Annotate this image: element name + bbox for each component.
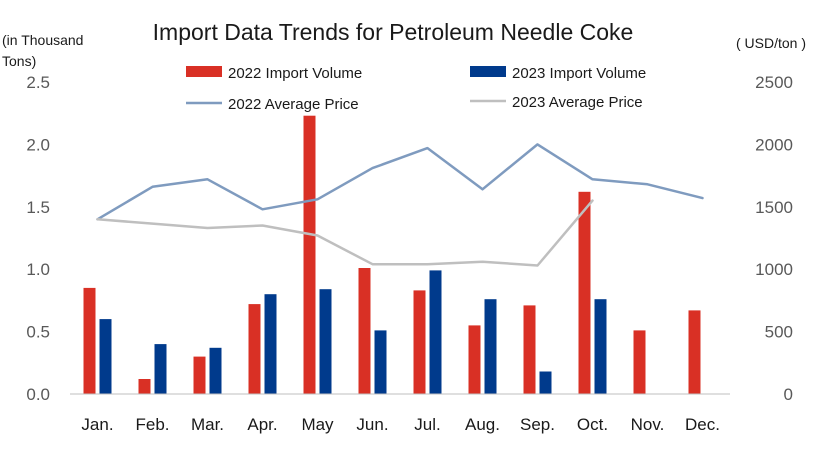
x-tick-labels: Jan. Feb. Mar. Apr. May Jun. Jul. Aug. Sep. Oct. N… <box>81 415 720 434</box>
bar-2023-import-volume-4 <box>319 289 332 394</box>
bar-2022-import-volume-1 <box>138 379 151 394</box>
bar-2023-import-volume-5 <box>374 330 387 394</box>
y-right-tick-label: 1000 <box>755 260 793 279</box>
bar-2022-import-volume-5 <box>358 268 371 394</box>
bar-2022-import-volume-10 <box>633 330 646 394</box>
y-left-label-line2: Tons) <box>2 53 36 69</box>
x-tick-label: Jun. <box>356 415 388 434</box>
line-2023-average-price <box>96 199 594 267</box>
bars-layer <box>83 115 701 394</box>
legend-label: 2022 Average Price <box>228 96 359 113</box>
bar-2022-import-volume-6 <box>413 290 426 394</box>
legend-swatch-0 <box>186 66 222 77</box>
legend-label: 2023 Average Price <box>512 94 643 111</box>
bar-2023-import-volume-8 <box>539 371 552 394</box>
bar-2023-import-volume-6 <box>429 270 442 394</box>
bar-2023-import-volume-3 <box>264 294 277 394</box>
legend: 2022 Import Volume 2023 Import Volume 2022… <box>186 65 646 113</box>
bar-2022-import-volume-0 <box>83 287 96 394</box>
bar-2022-import-volume-7 <box>468 325 481 394</box>
y-right-tick-label: 2500 <box>755 73 793 92</box>
legend-swatch-1 <box>470 66 506 77</box>
x-tick-label: May <box>301 415 334 434</box>
bar-2023-import-volume-9 <box>594 299 607 394</box>
bar-2022-import-volume-2 <box>193 356 206 394</box>
y-right-tick-label: 2000 <box>755 135 793 154</box>
bar-2023-import-volume-7 <box>484 299 497 394</box>
x-tick-label: Dec. <box>685 415 720 434</box>
chart-title: Import Data Trends for Petroleum Needle … <box>153 19 634 45</box>
bar-2023-import-volume-0 <box>99 319 112 394</box>
x-tick-label: Sep. <box>520 415 555 434</box>
y-right-label: ( USD/ton ) <box>736 35 806 51</box>
lines-layer <box>96 143 704 267</box>
x-tick-label: Apr. <box>247 415 277 434</box>
bar-2022-import-volume-4 <box>303 115 316 394</box>
y-right-tick-label: 1500 <box>755 198 793 217</box>
y-left-tick-label: 0.0 <box>26 385 50 404</box>
line-2022-average-price <box>96 143 704 221</box>
y-left-tick-label: 1.5 <box>26 198 50 217</box>
bar-2022-import-volume-11 <box>688 310 701 394</box>
y-left-label-line1: (in Thousand <box>2 32 83 48</box>
legend-label: 2022 Import Volume <box>228 65 362 82</box>
x-tick-label: Jan. <box>81 415 113 434</box>
bar-2022-import-volume-9 <box>578 191 591 394</box>
y-right-tick-label: 0 <box>784 385 793 404</box>
x-tick-label: Oct. <box>577 415 608 434</box>
y-left-tick-label: 2.5 <box>26 73 50 92</box>
y-right-tick-label: 500 <box>765 323 793 342</box>
bar-2023-import-volume-2 <box>209 347 222 394</box>
x-tick-label: Mar. <box>191 415 224 434</box>
bar-2022-import-volume-8 <box>523 305 536 394</box>
x-tick-label: Jul. <box>414 415 440 434</box>
bar-2023-import-volume-1 <box>154 344 167 394</box>
x-tick-label: Aug. <box>465 415 500 434</box>
y-left-tick-labels: 0.0 0.5 1.0 1.5 2.0 2.5 <box>26 73 50 404</box>
bar-2022-import-volume-3 <box>248 304 261 394</box>
y-right-tick-labels: 0 500 1000 1500 2000 2500 <box>755 73 793 404</box>
legend-label: 2023 Import Volume <box>512 65 646 82</box>
y-left-tick-label: 0.5 <box>26 323 50 342</box>
x-tick-label: Nov. <box>631 415 665 434</box>
y-left-tick-label: 1.0 <box>26 260 50 279</box>
y-left-tick-label: 2.0 <box>26 135 50 154</box>
x-tick-label: Feb. <box>135 415 169 434</box>
